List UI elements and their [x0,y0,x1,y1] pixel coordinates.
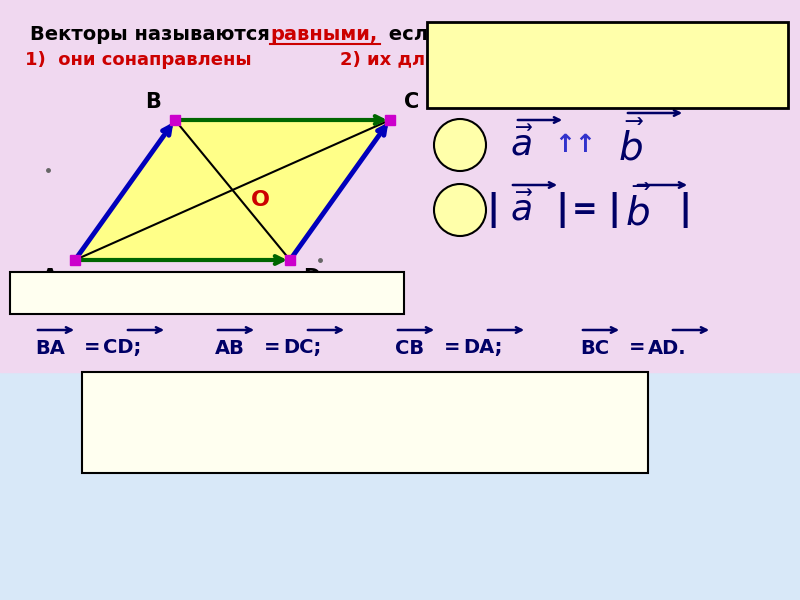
Text: =: = [629,338,646,358]
Text: $\mathit{\vec{b}}$: $\mathit{\vec{b}}$ [625,187,651,233]
Text: =: = [84,338,101,358]
Text: D: D [303,268,321,288]
Text: $\mathit{a}$: $\mathit{a}$ [448,49,468,82]
Text: O: O [251,190,270,210]
Text: если: если [382,25,442,44]
Text: DC;: DC; [283,338,322,358]
Text: CD;: CD; [103,338,142,358]
Text: $\mathit{\vec{a}}$: $\mathit{\vec{a}}$ [510,127,534,163]
Text: |: | [555,192,569,228]
Text: A: A [42,268,58,288]
Text: |: | [678,192,692,228]
FancyBboxPatch shape [82,372,648,473]
Text: ↑↑: ↑↑ [554,133,596,157]
Text: AB: AB [215,338,245,358]
Text: 2: 2 [453,200,467,220]
Text: =: = [572,196,598,224]
Text: Векторы называются: Векторы называются [30,25,277,44]
Text: =: = [264,338,281,358]
Text: =: = [500,50,526,79]
FancyBboxPatch shape [10,272,404,314]
Text: B: B [145,92,161,112]
Text: =: = [444,338,461,358]
Text: DA;: DA; [463,338,502,358]
Ellipse shape [434,119,486,171]
Text: |: | [607,192,621,228]
Ellipse shape [434,184,486,236]
Text: CB: CB [395,338,424,358]
Text: $\mathit{\vec{a}}$: $\mathit{\vec{a}}$ [510,192,534,228]
Text: BC: BC [580,338,609,358]
Text: О: О [100,433,115,451]
Text: $\mathit{,\ если}$: $\mathit{,\ если}$ [575,52,667,79]
Bar [0,372,800,600]
Text: BA: BA [35,338,65,358]
Text: – точка пересечения диагоналей.: – точка пересечения диагоналей. [117,433,474,451]
Text: равными,: равными, [270,25,378,44]
Text: 1)  они сонаправлены: 1) они сонаправлены [25,51,252,69]
Text: $\mathit{b}$: $\mathit{b}$ [540,46,565,84]
Polygon shape [75,120,390,260]
Text: |: | [486,192,500,228]
FancyBboxPatch shape [427,22,788,108]
Text: Найдите еще пары равных векторов.: Найдите еще пары равных векторов. [100,391,490,409]
Text: 1: 1 [453,135,467,155]
Text: ABCD – параллелограмм.: ABCD – параллелограмм. [22,284,275,302]
Bar [0,0,800,372]
Text: 2) их длины равны.: 2) их длины равны. [340,51,544,69]
Text: $\mathit{\vec{b}}$: $\mathit{\vec{b}}$ [618,122,645,169]
Text: C: C [404,92,420,112]
Text: AD.: AD. [648,338,686,358]
